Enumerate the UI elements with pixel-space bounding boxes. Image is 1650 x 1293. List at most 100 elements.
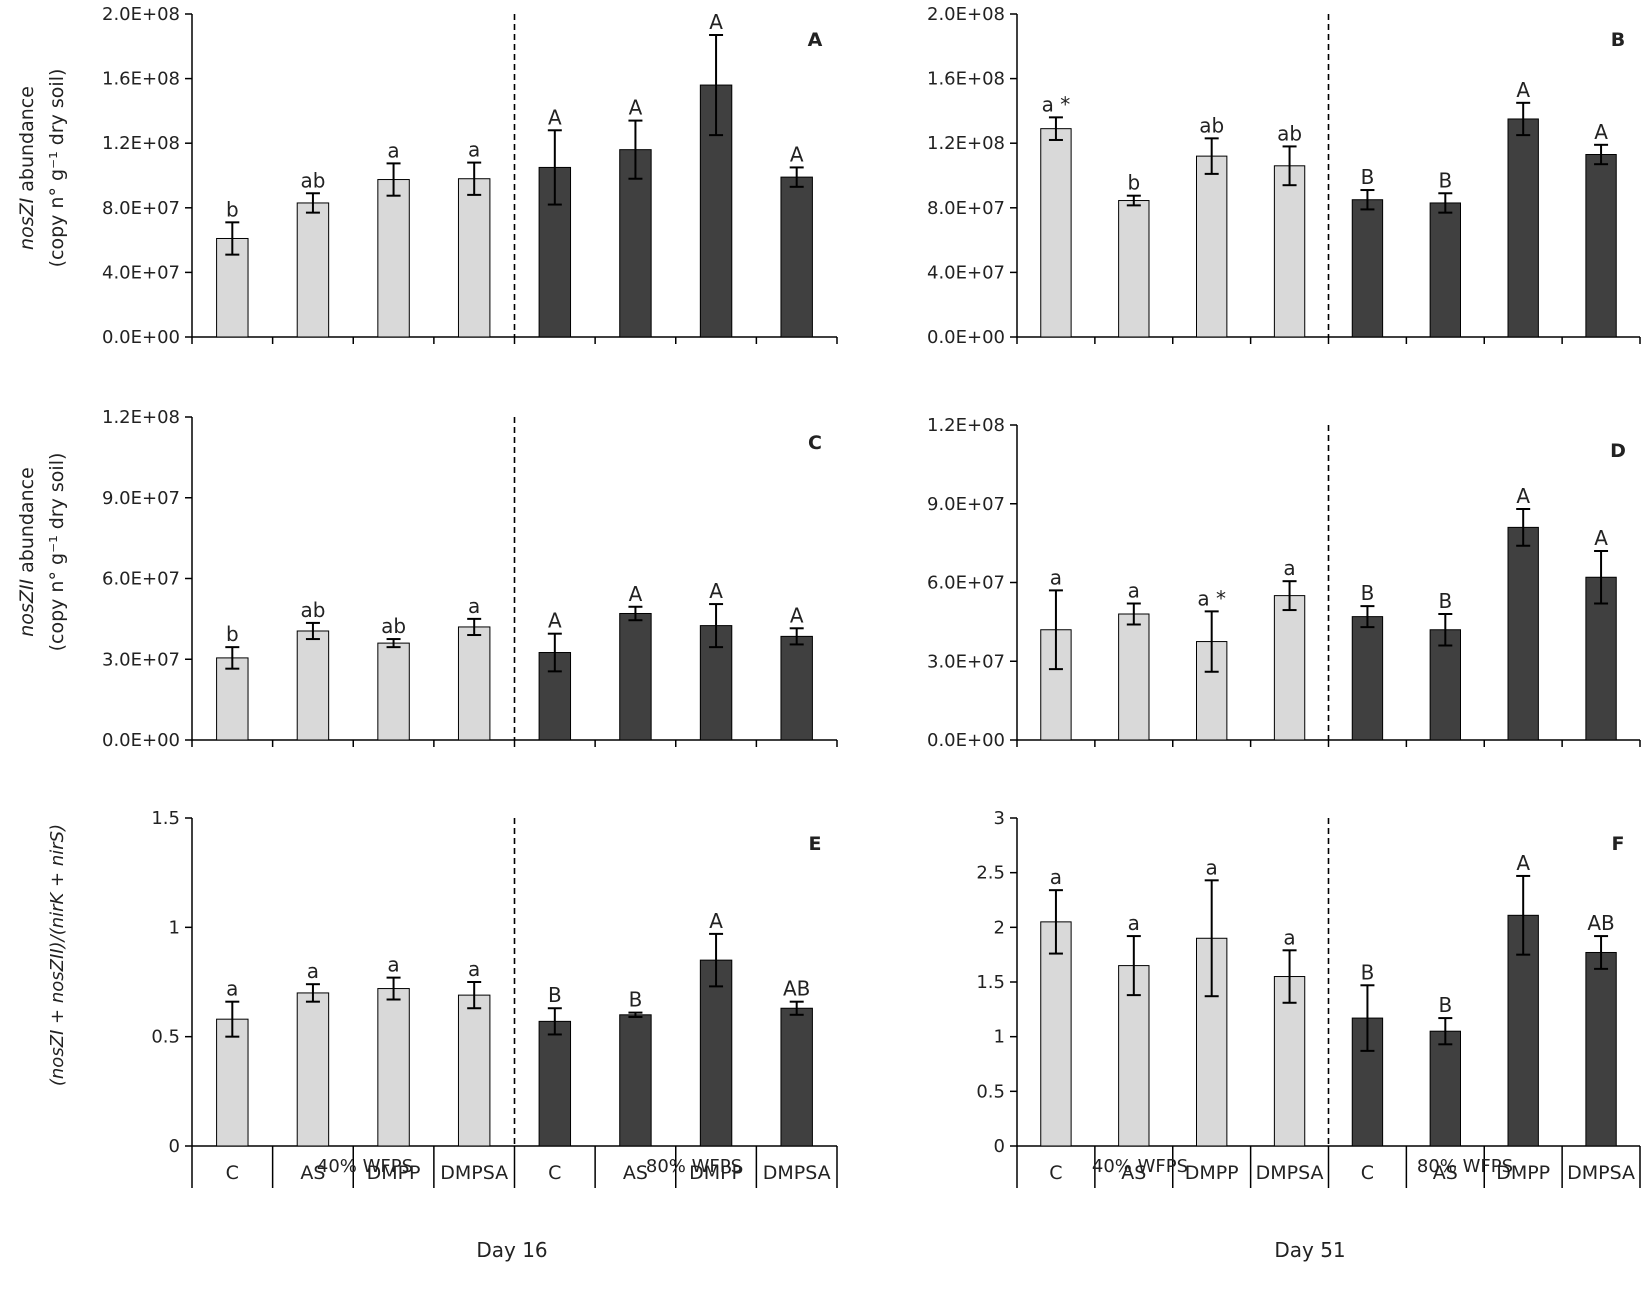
significance-label-b: B [1361, 165, 1375, 189]
panel-d-y-tick-label: 9.0E+07 [927, 494, 1005, 515]
panel-f-y-tick-label: 2.5 [976, 863, 1005, 884]
significance-label-a: a [387, 138, 399, 162]
x-category-label-f: C [1361, 1162, 1374, 1184]
bar-e [538, 1020, 572, 1147]
significance-label-c: A [548, 609, 562, 633]
significance-label-a: A [548, 105, 562, 129]
bar-b [1429, 202, 1461, 338]
x-category-label-e: AS [623, 1162, 648, 1184]
bar-b [1351, 199, 1384, 338]
significance-label-e: AB [783, 977, 810, 1001]
significance-label-a: A [629, 96, 643, 120]
significance-label-e: A [709, 909, 723, 933]
panel-c-y-tick-label: 0.0E+00 [102, 730, 180, 751]
significance-label-d: a [1128, 579, 1140, 603]
significance-label-c: b [226, 622, 239, 646]
bar-e [457, 994, 491, 1147]
significance-label-c: A [790, 603, 804, 627]
panel-b-y-tick-label: 4.0E+07 [927, 262, 1005, 283]
x-category-label-f: AS [1433, 1162, 1458, 1184]
x-category-label-f: DMPSA [1567, 1162, 1635, 1184]
group-label-left-80: 80% WFPS [646, 1156, 742, 1177]
panel-f-y-tick-label: 0.5 [976, 1081, 1005, 1102]
panel-a: 0.0E+00 4.0E+07 8.0E+07 1.2E+08 1.6E+08 2.0E+… [102, 4, 838, 348]
panel-d: 0.0E+00 3.0E+07 6.0E+07 9.0E+07 1.2E+08 Da a a … [927, 415, 1641, 751]
panel-b-y-tick-label: 2.0E+08 [927, 4, 1005, 25]
bar-e [619, 1014, 652, 1147]
panel-c-y-tick-label: 1.2E+08 [102, 407, 180, 428]
bar-c [457, 626, 491, 741]
x-category-label-e: DMPSA [763, 1162, 831, 1184]
panel-a-letter: A [808, 29, 823, 51]
significance-label-e: a [307, 959, 319, 983]
bar-e [699, 959, 733, 1147]
x-category-label-e: C [226, 1162, 239, 1184]
significance-label-b: ab [1199, 113, 1224, 137]
bar-c [780, 635, 813, 741]
panel-b-y-tick-label: 1.2E+08 [927, 133, 1005, 154]
significance-label-f: a [1283, 925, 1295, 949]
panel-b-letter: B [1611, 29, 1625, 51]
significance-label-f: AB [1587, 911, 1614, 935]
y-label-nosZII-suffix: abundance [16, 467, 38, 579]
bar-e [377, 988, 410, 1147]
bar-d [1351, 616, 1384, 741]
panel-c: 0.0E+00 3.0E+07 6.0E+07 9.0E+07 1.2E+08 Cb ab a… [102, 407, 838, 751]
significance-label-b: b [1127, 171, 1140, 195]
significance-label-f: B [1438, 993, 1452, 1017]
bar-c [377, 642, 410, 741]
significance-label-a: b [226, 197, 239, 221]
significance-label-e: B [548, 983, 562, 1007]
panel-c-letter: C [808, 432, 822, 454]
bar-b [1273, 165, 1306, 338]
panel-a-y-tick-label: 8.0E+07 [102, 198, 180, 219]
significance-label-c: a [468, 594, 480, 618]
significance-label-d: A [1594, 526, 1608, 550]
panel-f-y-tick-label: 0 [994, 1136, 1005, 1157]
bar-e [216, 1018, 249, 1147]
bar-d [1507, 526, 1539, 741]
panel-a-y-tick-label: 2.0E+08 [102, 4, 180, 25]
panels: 0.0E+00 4.0E+07 8.0E+07 1.2E+08 1.6E+08 2.0E+… [102, 4, 1641, 1188]
panel-f-y-tick-label: 1 [994, 1027, 1005, 1048]
panel-e-letter: E [809, 833, 822, 855]
significance-label-d: a [1050, 565, 1062, 589]
bar-c [296, 630, 330, 741]
significance-label-d: a * [1197, 586, 1226, 610]
bar-c [619, 612, 652, 741]
panel-e-y-tick-label: 0.5 [151, 1027, 180, 1048]
significance-label-f: a [1206, 855, 1218, 879]
y-label-nosZI-suffix: abundance [16, 86, 38, 198]
x-category-label-f: DMPP [1185, 1162, 1239, 1184]
bar-d [1273, 595, 1306, 741]
y-label-ratio: (nosZI + nosZII)/(nirK + nirS) [47, 824, 68, 1086]
x-category-label-e: DMPP [367, 1162, 421, 1184]
significance-label-a: A [709, 10, 723, 34]
x-category-label-e: AS [300, 1162, 325, 1184]
bar-f [1429, 1030, 1461, 1147]
significance-label-e: a [387, 953, 399, 977]
significance-label-d: a [1283, 556, 1295, 580]
significance-label-b: a * [1042, 92, 1071, 116]
significance-label-b: A [1594, 120, 1608, 144]
bar-a [377, 179, 410, 338]
x-category-label-f: DMPP [1496, 1162, 1550, 1184]
bar-f [1040, 921, 1072, 1147]
y-label-nosZI-gene: nosZI [16, 197, 38, 250]
bar-d [1429, 629, 1461, 741]
y-label-nosZII-unit: (copy n° g⁻¹ dry soil) [46, 453, 68, 652]
significance-label-c: ab [381, 614, 406, 638]
panel-e-y-tick-label: 1.5 [151, 808, 180, 829]
bar-a [296, 202, 330, 338]
panel-b-y-tick-label: 1.6E+08 [927, 69, 1005, 90]
panel-f-y-tick-label: 3 [994, 808, 1005, 829]
bar-c [216, 657, 249, 741]
bar-b [1118, 200, 1150, 338]
significance-label-d: B [1361, 581, 1375, 605]
x-category-label-f: C [1049, 1162, 1062, 1184]
panel-d-y-tick-label: 1.2E+08 [927, 415, 1005, 436]
panel-c-y-tick-label: 9.0E+07 [102, 488, 180, 509]
panel-f: 0 0.5 1 1.5 2 2.5 3 Fa Ca AS a DMPP a DMPSA B C B AS A DMPP… [976, 808, 1641, 1188]
y-label-nosZII: nosZII abundance [16, 467, 38, 637]
panel-c-y-tick-label: 6.0E+07 [102, 569, 180, 590]
